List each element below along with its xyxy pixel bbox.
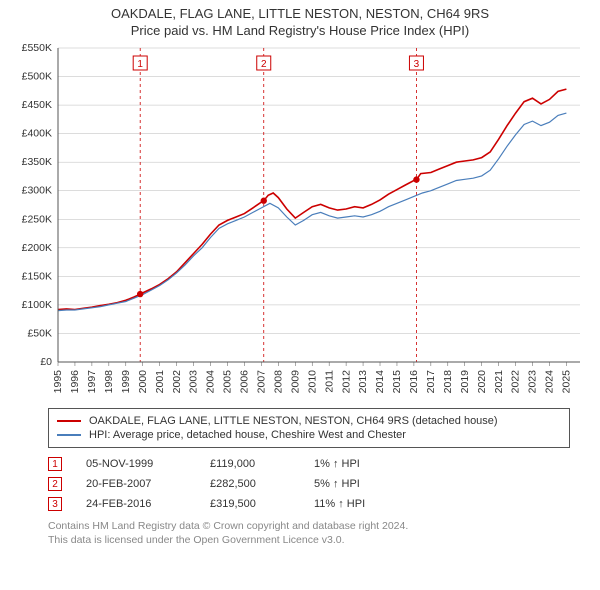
sale-hpi: 11% ↑ HPI	[314, 498, 414, 510]
sales-table: 1 05-NOV-1999 £119,000 1% ↑ HPI 2 20-FEB…	[48, 454, 570, 514]
svg-text:2024: 2024	[544, 370, 556, 394]
sale-marker-box: 3	[48, 497, 62, 511]
svg-text:2010: 2010	[306, 370, 318, 394]
table-row: 1 05-NOV-1999 £119,000 1% ↑ HPI	[48, 454, 570, 474]
svg-text:1: 1	[137, 59, 143, 70]
svg-text:2015: 2015	[391, 370, 403, 394]
svg-text:1996: 1996	[69, 370, 81, 394]
svg-text:£400K: £400K	[22, 128, 52, 140]
line-chart: £0 £50K £100K £150K £200K £250K £300K £350K £400…	[10, 42, 590, 402]
legend-swatch	[57, 434, 81, 436]
legend: OAKDALE, FLAG LANE, LITTLE NESTON, NESTO…	[48, 408, 570, 448]
title-line-2: Price paid vs. HM Land Registry's House …	[0, 23, 600, 38]
sale-date: 20-FEB-2007	[86, 478, 186, 490]
footer-line-1: Contains HM Land Registry data © Crown c…	[48, 520, 570, 534]
svg-text:2007: 2007	[256, 370, 268, 394]
table-row: 3 24-FEB-2016 £319,500 11% ↑ HPI	[48, 494, 570, 514]
legend-label: OAKDALE, FLAG LANE, LITTLE NESTON, NESTO…	[89, 415, 498, 427]
svg-text:£200K: £200K	[22, 242, 52, 254]
legend-item: OAKDALE, FLAG LANE, LITTLE NESTON, NESTO…	[57, 414, 561, 428]
svg-text:2: 2	[261, 59, 267, 70]
svg-text:3: 3	[414, 59, 420, 70]
svg-text:2012: 2012	[340, 370, 352, 394]
svg-text:2022: 2022	[510, 370, 522, 394]
figure-container: OAKDALE, FLAG LANE, LITTLE NESTON, NESTO…	[0, 0, 600, 590]
svg-text:£350K: £350K	[22, 156, 52, 168]
svg-text:2013: 2013	[357, 370, 369, 394]
svg-text:2023: 2023	[527, 370, 539, 394]
sale-price: £282,500	[210, 478, 290, 490]
svg-text:£0: £0	[40, 356, 52, 368]
svg-text:£150K: £150K	[22, 270, 52, 282]
svg-text:2006: 2006	[239, 370, 251, 394]
legend-swatch	[57, 420, 81, 422]
svg-text:£50K: £50K	[27, 327, 52, 339]
svg-text:2000: 2000	[137, 370, 149, 394]
svg-text:1998: 1998	[103, 370, 115, 394]
sale-marker-box: 2	[48, 477, 62, 491]
footer: Contains HM Land Registry data © Crown c…	[48, 520, 570, 547]
legend-label: HPI: Average price, detached house, Ches…	[89, 429, 406, 441]
svg-text:2009: 2009	[289, 370, 301, 394]
svg-text:2001: 2001	[154, 370, 166, 394]
table-row: 2 20-FEB-2007 £282,500 5% ↑ HPI	[48, 474, 570, 494]
svg-text:£500K: £500K	[22, 71, 52, 83]
footer-line-2: This data is licensed under the Open Gov…	[48, 534, 570, 548]
svg-text:2003: 2003	[188, 370, 200, 394]
svg-text:2021: 2021	[493, 370, 505, 394]
svg-text:£300K: £300K	[22, 185, 52, 197]
sale-price: £319,500	[210, 498, 290, 510]
svg-text:£550K: £550K	[22, 42, 52, 54]
svg-text:1999: 1999	[120, 370, 132, 394]
sale-date: 05-NOV-1999	[86, 458, 186, 470]
legend-item: HPI: Average price, detached house, Ches…	[57, 428, 561, 442]
sale-hpi: 5% ↑ HPI	[314, 478, 414, 490]
chart-area: £0 £50K £100K £150K £200K £250K £300K £350K £400…	[10, 42, 590, 402]
svg-text:£250K: £250K	[22, 213, 52, 225]
svg-text:2020: 2020	[476, 370, 488, 394]
sale-marker-box: 1	[48, 457, 62, 471]
svg-text:2018: 2018	[442, 370, 454, 394]
svg-text:2019: 2019	[459, 370, 471, 394]
svg-text:1995: 1995	[52, 370, 64, 394]
sale-price: £119,000	[210, 458, 290, 470]
svg-text:2011: 2011	[323, 370, 335, 393]
svg-text:1997: 1997	[86, 370, 98, 394]
svg-text:2014: 2014	[374, 370, 386, 394]
sale-date: 24-FEB-2016	[86, 498, 186, 510]
svg-text:2016: 2016	[408, 370, 420, 394]
svg-text:2002: 2002	[171, 370, 183, 394]
svg-text:2008: 2008	[272, 370, 284, 394]
title-block: OAKDALE, FLAG LANE, LITTLE NESTON, NESTO…	[0, 0, 600, 42]
sale-hpi: 1% ↑ HPI	[314, 458, 414, 470]
svg-text:£450K: £450K	[22, 99, 52, 111]
svg-text:2005: 2005	[222, 370, 234, 394]
svg-text:£100K: £100K	[22, 299, 52, 311]
svg-text:2025: 2025	[561, 370, 573, 394]
svg-text:2004: 2004	[205, 370, 217, 394]
title-line-1: OAKDALE, FLAG LANE, LITTLE NESTON, NESTO…	[0, 6, 600, 21]
svg-text:2017: 2017	[425, 370, 437, 394]
